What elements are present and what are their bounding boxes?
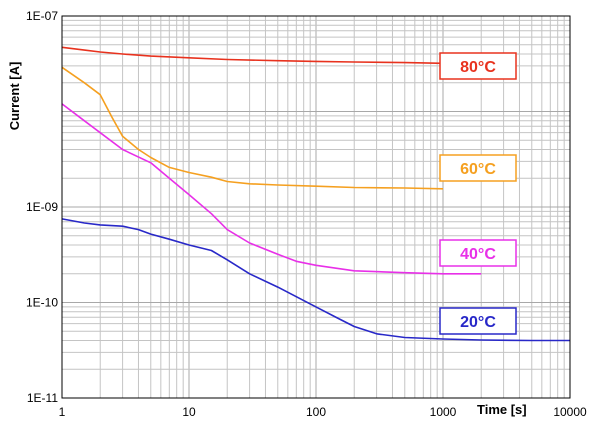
y-tick-label: 1E-11: [27, 391, 58, 405]
series-lines: [61, 46, 570, 342]
series-line: [61, 46, 444, 65]
series-label-box: 80°C: [439, 52, 517, 80]
grid: [61, 16, 570, 399]
x-tick-label: 10000: [553, 405, 587, 419]
series-line: [61, 103, 482, 275]
series-label-box: 40°C: [439, 239, 517, 267]
series-line: [61, 66, 444, 190]
series-label: 40°C: [460, 246, 496, 263]
x-axis-label: Time [s]: [477, 402, 527, 417]
x-tick-label: 100: [306, 405, 326, 419]
y-tick-label: 1E-09: [26, 200, 58, 214]
y-axis-label: Current [A]: [7, 62, 22, 131]
series-label: 20°C: [460, 314, 496, 331]
y-tick-label: 1E-07: [26, 9, 58, 23]
y-tick-label: 1E-10: [26, 296, 58, 310]
series-label: 80°C: [460, 59, 496, 76]
series-line: [61, 218, 570, 342]
x-tick-label: 10: [182, 405, 196, 419]
series-label: 60°C: [460, 161, 496, 178]
series-labels: 80°C 60°C 40°C 20°C: [439, 52, 517, 335]
series-label-box: 20°C: [439, 307, 517, 335]
x-tick-label: 1: [59, 405, 66, 419]
series-label-box: 60°C: [439, 154, 517, 182]
tick-labels: 1 10 100 1000 10000 1E-07 1E-09 1E-10 1E-11: [26, 9, 587, 419]
plot-frame: [61, 15, 571, 399]
x-tick-label: 1000: [430, 405, 457, 419]
